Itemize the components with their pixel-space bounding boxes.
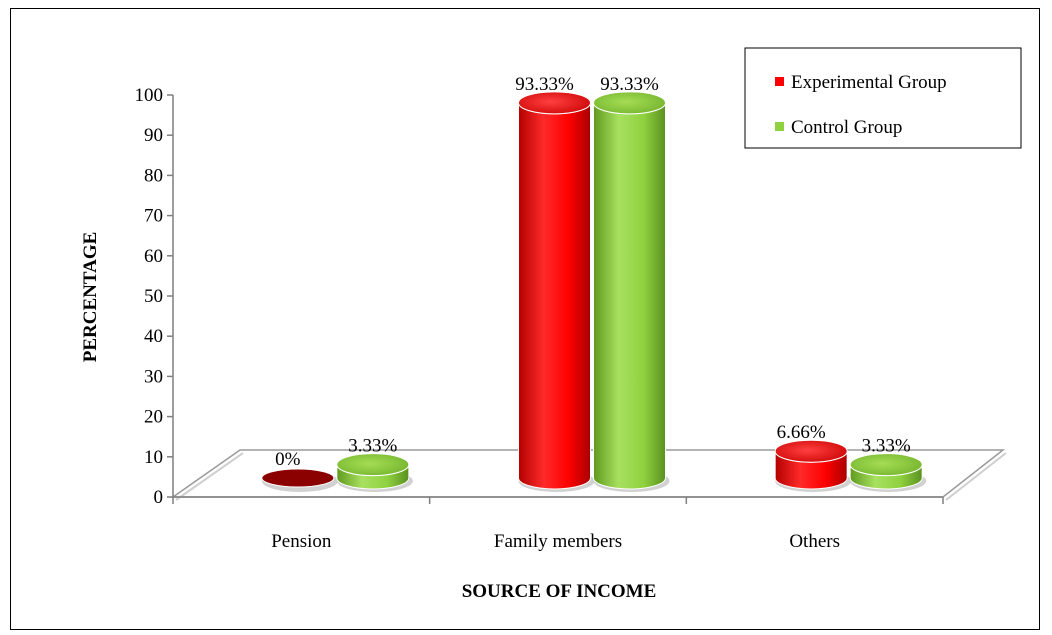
x-axis-ticks: Pension Family members Others [172, 497, 944, 552]
data-label: 3.33% [862, 436, 911, 457]
legend: Experimental Group Control Group [744, 47, 1022, 149]
bar-top-experimental-group [518, 91, 591, 115]
x-tick-label: Others [789, 531, 840, 552]
bar-top-control-group [849, 453, 923, 477]
y-tick-label: 90 [144, 125, 163, 146]
y-tick-label: 50 [144, 286, 163, 307]
bar-experimental-group [518, 102, 591, 490]
y-tick-label: 20 [144, 407, 163, 428]
bar-top-experimental-group [774, 439, 848, 463]
y-axis-title: PERCENTAGE [80, 232, 101, 363]
bar-experimental-group [261, 468, 335, 488]
legend-label-control: Control Group [791, 117, 902, 138]
data-label: 3.33% [348, 436, 397, 457]
y-tick-label: 10 [144, 447, 163, 468]
bar-top-control-group [593, 91, 666, 115]
legend-label-experimental: Experimental Group [791, 72, 947, 93]
data-labels-group: 0% 3.33% 93.33% 93.33% 6.66% 3.33% [275, 74, 911, 470]
data-label: 0% [275, 449, 301, 470]
bars-group [261, 91, 927, 492]
x-axis-title: SOURCE OF INCOME [462, 581, 657, 602]
floor-shadow-left [175, 452, 244, 501]
y-tick-label: 30 [144, 366, 163, 387]
floor-shadow-right [945, 452, 1007, 501]
data-label: 93.33% [515, 74, 574, 95]
x-tick-label: Pension [271, 531, 332, 552]
y-axis-ticks: 0 10 20 30 40 50 60 70 80 90 100 [135, 85, 173, 508]
bar-control-group [593, 102, 666, 490]
data-label: 6.66% [777, 422, 826, 443]
legend-swatch-control [775, 122, 784, 131]
y-tick-label: 60 [144, 246, 163, 267]
y-tick-label: 0 [154, 487, 164, 508]
data-label: 93.33% [600, 74, 659, 95]
y-tick-label: 100 [135, 85, 164, 106]
legend-box [744, 47, 1022, 149]
legend-swatch-experimental [775, 77, 784, 86]
bar-top-control-group [336, 453, 410, 477]
x-tick-label: Family members [494, 531, 622, 552]
y-tick-label: 70 [144, 206, 163, 227]
y-tick-label: 80 [144, 165, 163, 186]
y-tick-label: 40 [144, 326, 163, 347]
